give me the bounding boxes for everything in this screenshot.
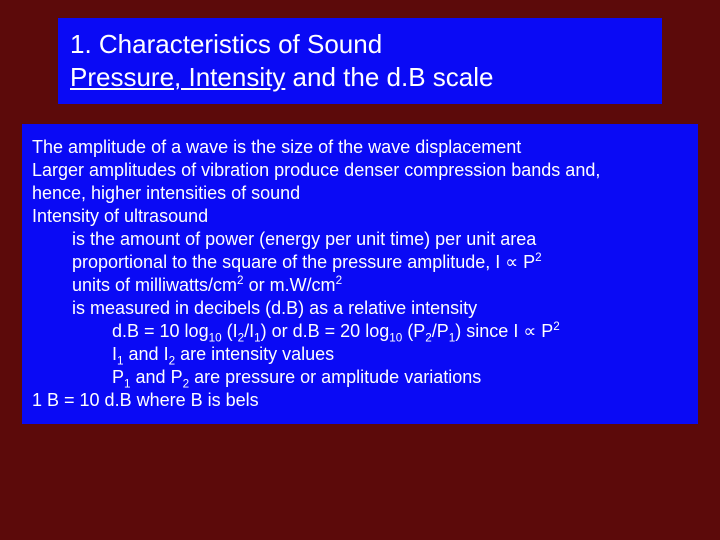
body-line: units of milliwatts/cm2 or m.W/cm2 [32,274,688,297]
body-line: d.B = 10 log10 (I2/I1) or d.B = 20 log10… [32,320,688,343]
text: ) since I [455,321,523,341]
title-box: 1. Characteristics of Sound Pressure, In… [58,18,662,104]
superscript: 2 [336,274,343,287]
body-line: Larger amplitudes of vibration produce d… [32,159,688,182]
text: units of milliwatts/cm [72,275,237,295]
text: proportional to the square of the pressu… [72,252,505,272]
text: or m.W/cm [244,275,336,295]
superscript: 2 [535,251,542,264]
text: P [536,321,553,341]
text: and P [131,367,183,387]
title-line-1: 1. Characteristics of Sound [70,28,650,61]
body-line: 1 B = 10 d.B where B is bels [32,389,688,412]
body-line: I1 and I2 are intensity values [32,343,688,366]
proportional-symbol: ∝ [523,321,536,341]
body-line: hence, higher intensities of sound [32,182,688,205]
text: and I [124,344,169,364]
body-line: The amplitude of a wave is the size of t… [32,136,688,159]
title-line-2: Pressure, Intensity and the d.B scale [70,61,650,94]
text: are intensity values [175,344,334,364]
text: are pressure or amplitude variations [189,367,481,387]
title-underlined: Pressure, Intensity [70,62,285,92]
text: P [518,252,535,272]
body-line: proportional to the square of the pressu… [32,251,688,274]
superscript: 2 [553,320,560,333]
body-line: is measured in decibels (d.B) as a relat… [32,297,688,320]
title-rest: and the d.B scale [285,62,493,92]
text: /I [244,321,254,341]
body-line: Intensity of ultrasound [32,205,688,228]
text: P [112,367,124,387]
body-box: The amplitude of a wave is the size of t… [22,124,698,424]
text: (P [402,321,425,341]
text: ) or d.B = 20 log [261,321,390,341]
text: (I [222,321,238,341]
text: d.B = 10 log [112,321,209,341]
text: /P [432,321,449,341]
proportional-symbol: ∝ [505,252,518,272]
body-line: is the amount of power (energy per unit … [32,228,688,251]
body-line: P1 and P2 are pressure or amplitude vari… [32,366,688,389]
subscript: 10 [389,332,402,345]
